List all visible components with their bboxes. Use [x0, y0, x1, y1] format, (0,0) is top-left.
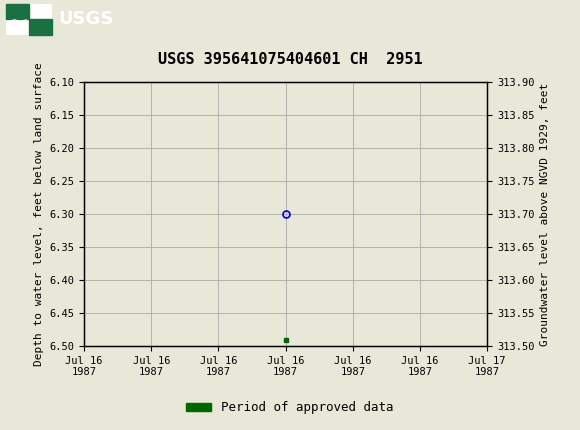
Y-axis label: Groundwater level above NGVD 1929, feet: Groundwater level above NGVD 1929, feet — [540, 82, 550, 346]
Bar — [29, 19, 52, 35]
Text: USGS 395641075404601 CH  2951: USGS 395641075404601 CH 2951 — [158, 52, 422, 67]
FancyBboxPatch shape — [6, 4, 52, 35]
Text: USGS: USGS — [58, 10, 113, 28]
Bar — [6, 4, 29, 19]
Legend: Period of approved data: Period of approved data — [181, 396, 399, 419]
Y-axis label: Depth to water level, feet below land surface: Depth to water level, feet below land su… — [34, 62, 44, 366]
